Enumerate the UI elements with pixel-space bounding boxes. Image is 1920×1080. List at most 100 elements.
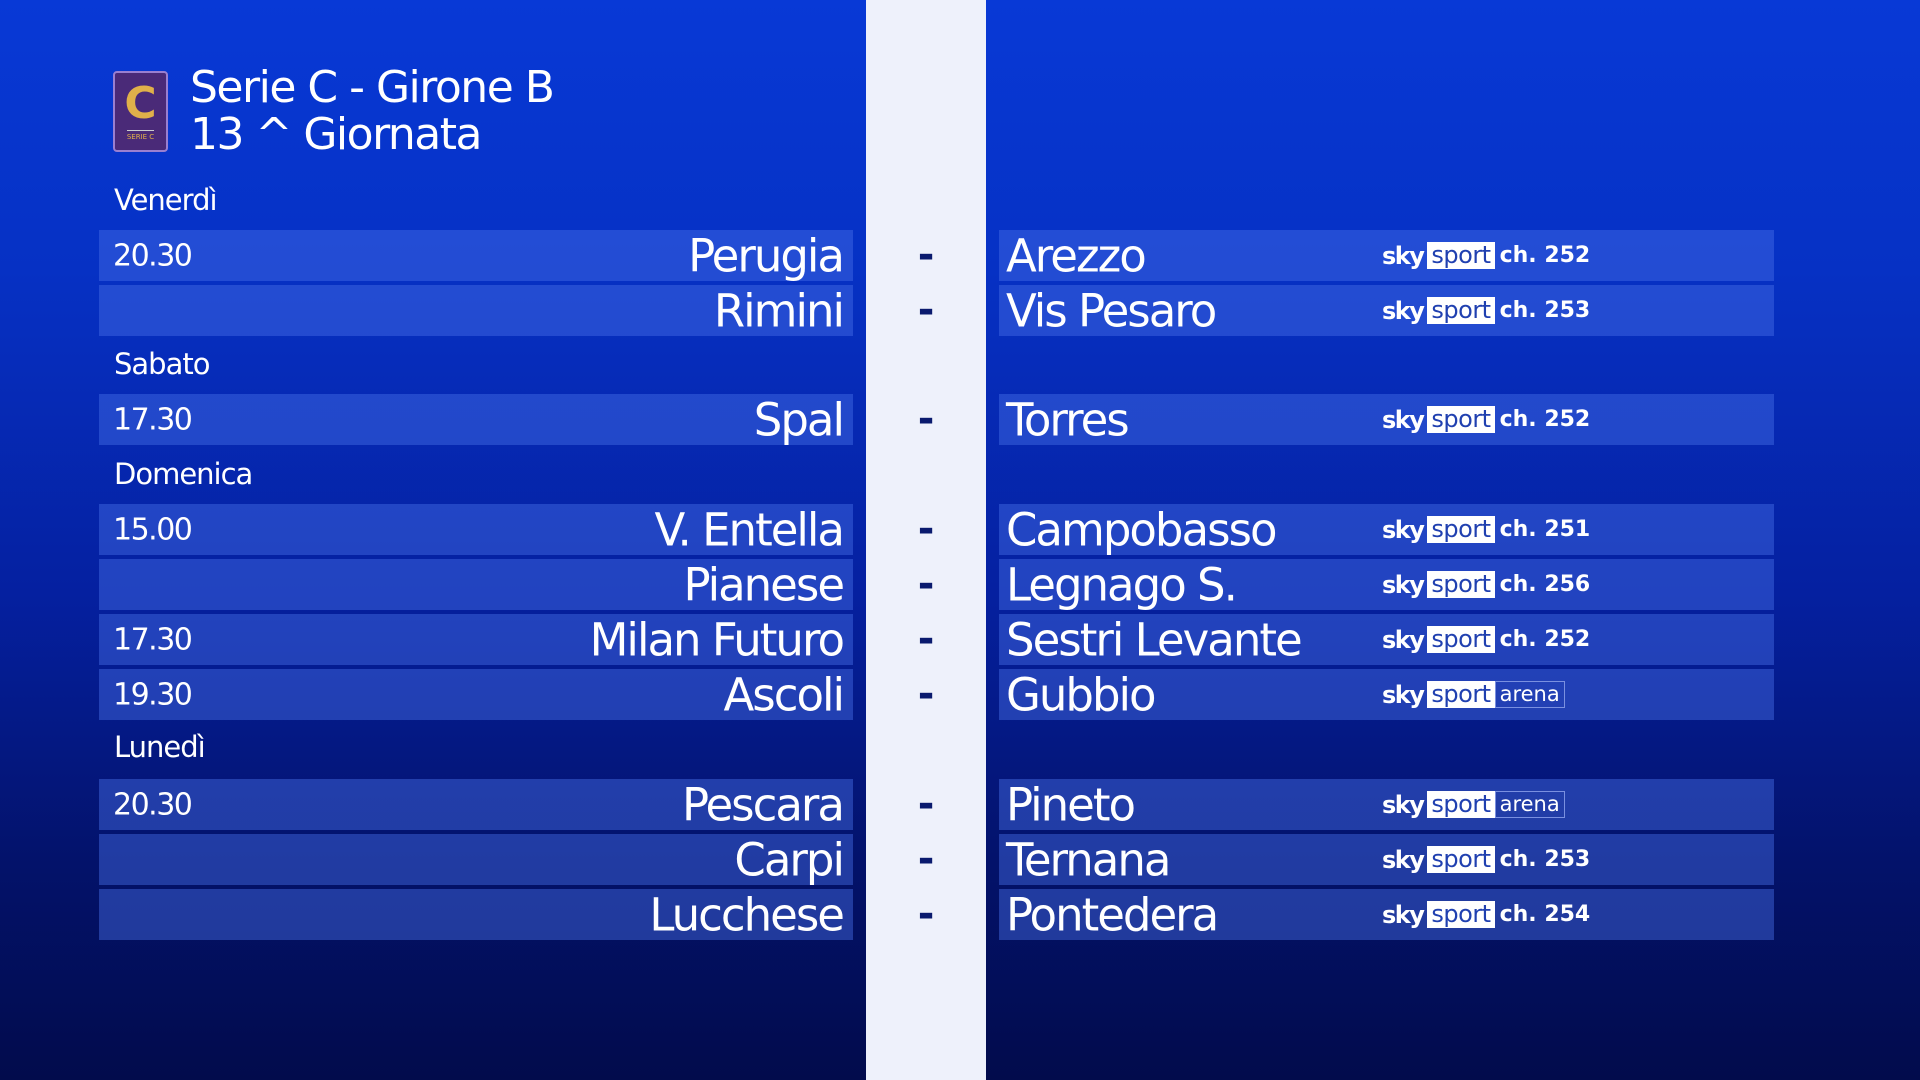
vs-separator: - bbox=[917, 891, 935, 937]
sky-logo: sky bbox=[1382, 570, 1425, 599]
channel-label: ch. 253 bbox=[1499, 847, 1591, 872]
sky-sport-channel-badge: sky sport arena bbox=[1382, 681, 1565, 709]
vs-separator: - bbox=[917, 561, 935, 607]
sky-sport-channel-badge: sky sport ch. 252 bbox=[1382, 626, 1590, 654]
sport-label: sport bbox=[1427, 406, 1495, 433]
away-team: Gubbio bbox=[1006, 668, 1157, 721]
match-row-away: Legnago S. sky sport ch. 256 bbox=[999, 558, 1774, 611]
sky-logo: sky bbox=[1382, 405, 1425, 434]
sky-logo: sky bbox=[1382, 515, 1425, 544]
match-row-away: Vis Pesaro sky sport ch. 253 bbox=[999, 284, 1774, 337]
channel-label: ch. 252 bbox=[1499, 627, 1591, 652]
round-title: 13 ^ Giornata bbox=[190, 109, 482, 160]
home-team: Pescara bbox=[681, 778, 845, 831]
kickoff-time: 17.30 bbox=[113, 622, 193, 657]
kickoff-time: 20.30 bbox=[113, 238, 193, 273]
kickoff-time: 19.30 bbox=[113, 677, 193, 712]
day-label: Venerdì bbox=[114, 183, 218, 217]
match-row-away: Arezzo sky sport ch. 252 bbox=[999, 229, 1774, 282]
sky-sport-channel-badge: sky sport arena bbox=[1382, 791, 1565, 819]
home-team: Ascoli bbox=[723, 668, 845, 721]
match-row-home: Rimini bbox=[99, 284, 853, 337]
home-team: Spal bbox=[753, 393, 845, 446]
sky-logo: sky bbox=[1382, 241, 1425, 270]
match-row-home: Lucchese bbox=[99, 888, 853, 941]
vs-separator: - bbox=[917, 506, 935, 552]
sky-sport-channel-badge: sky sport ch. 251 bbox=[1382, 516, 1590, 544]
sky-sport-channel-badge: sky sport ch. 253 bbox=[1382, 297, 1590, 325]
day-label: Sabato bbox=[114, 347, 210, 381]
logo-letter: C bbox=[124, 78, 157, 129]
sport-label: sport bbox=[1427, 571, 1495, 598]
vs-separator: - bbox=[917, 616, 935, 662]
home-team: Perugia bbox=[688, 229, 845, 282]
sky-logo: sky bbox=[1382, 790, 1425, 819]
sport-label: sport bbox=[1427, 681, 1495, 708]
away-team: Arezzo bbox=[1006, 229, 1147, 282]
channel-label: ch. 252 bbox=[1499, 407, 1591, 432]
home-team: Lucchese bbox=[649, 888, 845, 941]
match-row-away: Sestri Levante sky sport ch. 252 bbox=[999, 613, 1774, 666]
serie-c-logo: C SERIE C bbox=[113, 71, 168, 152]
match-row-home: Pianese bbox=[99, 558, 853, 611]
away-team: Vis Pesaro bbox=[1006, 284, 1217, 337]
left-panel bbox=[0, 0, 866, 1080]
vs-separator: - bbox=[917, 287, 935, 333]
kickoff-time: 20.30 bbox=[113, 787, 193, 822]
channel-label: ch. 253 bbox=[1499, 298, 1591, 323]
kickoff-time: 15.00 bbox=[113, 512, 193, 547]
match-row-home: 20.30 Perugia bbox=[99, 229, 853, 282]
away-team: Sestri Levante bbox=[1006, 613, 1303, 666]
sky-sport-channel-badge: sky sport ch. 253 bbox=[1382, 846, 1590, 874]
sport-label: sport bbox=[1427, 626, 1495, 653]
away-team: Torres bbox=[1006, 393, 1130, 446]
match-row-home: 15.00 V. Entella bbox=[99, 503, 853, 556]
vs-separator: - bbox=[917, 671, 935, 717]
sport-label: sport bbox=[1427, 846, 1495, 873]
channel-label: ch. 252 bbox=[1499, 243, 1591, 268]
away-team: Ternana bbox=[1006, 833, 1171, 886]
channel-label: ch. 254 bbox=[1499, 902, 1591, 927]
sky-logo: sky bbox=[1382, 625, 1425, 654]
sky-logo: sky bbox=[1382, 680, 1425, 709]
channel-label: arena bbox=[1494, 791, 1565, 818]
match-row-home: 17.30 Spal bbox=[99, 393, 853, 446]
away-team: Legnago S. bbox=[1006, 558, 1238, 611]
match-row-home: Carpi bbox=[99, 833, 853, 886]
sport-label: sport bbox=[1427, 516, 1495, 543]
sport-label: sport bbox=[1427, 791, 1495, 818]
away-team: Pontedera bbox=[1006, 888, 1219, 941]
sky-logo: sky bbox=[1382, 900, 1425, 929]
channel-label: ch. 251 bbox=[1499, 517, 1591, 542]
competition-title: Serie C - Girone B bbox=[190, 62, 555, 113]
sport-label: sport bbox=[1427, 297, 1495, 324]
sky-sport-channel-badge: sky sport ch. 252 bbox=[1382, 406, 1590, 434]
logo-text: SERIE C bbox=[126, 130, 155, 141]
match-row-away: Gubbio sky sport arena bbox=[999, 668, 1774, 721]
away-team: Pineto bbox=[1006, 778, 1136, 831]
sky-sport-channel-badge: sky sport ch. 254 bbox=[1382, 901, 1590, 929]
vs-separator: - bbox=[917, 396, 935, 442]
home-team: Rimini bbox=[713, 284, 845, 337]
day-label: Domenica bbox=[114, 457, 253, 491]
match-row-away: Campobasso sky sport ch. 251 bbox=[999, 503, 1774, 556]
sky-logo: sky bbox=[1382, 296, 1425, 325]
vs-separator: - bbox=[917, 836, 935, 882]
match-row-away: Ternana sky sport ch. 253 bbox=[999, 833, 1774, 886]
match-row-home: 20.30 Pescara bbox=[99, 778, 853, 831]
match-row-home: 17.30 Milan Futuro bbox=[99, 613, 853, 666]
vs-separator: - bbox=[917, 232, 935, 278]
sky-sport-channel-badge: sky sport ch. 256 bbox=[1382, 571, 1590, 599]
sport-label: sport bbox=[1427, 242, 1495, 269]
home-team: Milan Futuro bbox=[589, 613, 845, 666]
away-team: Campobasso bbox=[1006, 503, 1277, 556]
day-label: Lunedì bbox=[114, 730, 206, 764]
sky-logo: sky bbox=[1382, 845, 1425, 874]
sky-sport-channel-badge: sky sport ch. 252 bbox=[1382, 242, 1590, 270]
match-row-away: Pontedera sky sport ch. 254 bbox=[999, 888, 1774, 941]
channel-label: ch. 256 bbox=[1499, 572, 1591, 597]
match-row-home: 19.30 Ascoli bbox=[99, 668, 853, 721]
home-team: Pianese bbox=[683, 558, 845, 611]
vs-separator: - bbox=[917, 781, 935, 827]
kickoff-time: 17.30 bbox=[113, 402, 193, 437]
